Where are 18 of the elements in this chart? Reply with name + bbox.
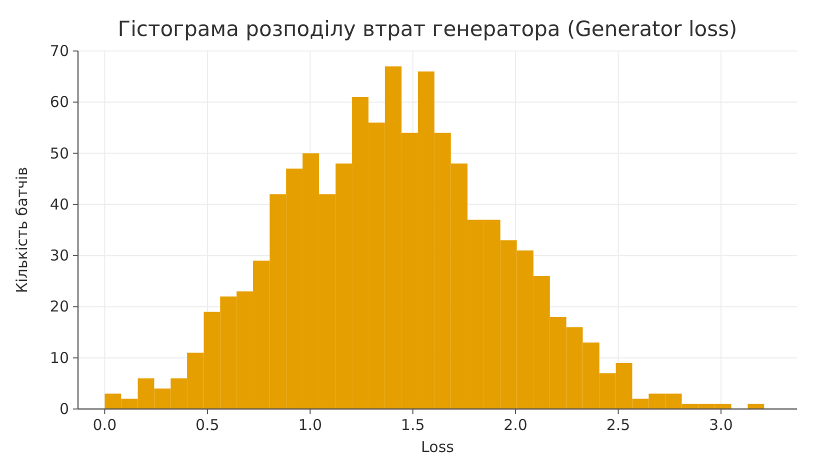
y-tick-label: 10 <box>50 348 69 367</box>
x-tick-label: 3.0 <box>709 416 733 434</box>
x-tick-label: 2.5 <box>606 416 630 434</box>
x-tick-label: 1.0 <box>298 416 322 434</box>
y-axis-title: Кількість батчів <box>13 166 31 294</box>
x-tick-label: 2.0 <box>504 416 528 434</box>
y-tick-label: 40 <box>50 195 69 214</box>
x-axis-title: Loss <box>421 438 454 456</box>
y-tick-label: 0 <box>59 400 69 418</box>
y-tick-label: 60 <box>50 93 69 112</box>
y-tick-label: 50 <box>50 144 69 162</box>
x-tick-label: 0.0 <box>92 416 117 434</box>
y-tick-label: 70 <box>50 42 69 60</box>
x-tick-label: 1.5 <box>400 416 425 434</box>
x-tick-label: 0.5 <box>195 416 220 434</box>
y-tick-label: 20 <box>50 298 69 316</box>
chart-title: Гістограма розподілу втрат генератора (Generator loss) <box>118 17 738 41</box>
y-tick-label: 30 <box>50 246 69 265</box>
